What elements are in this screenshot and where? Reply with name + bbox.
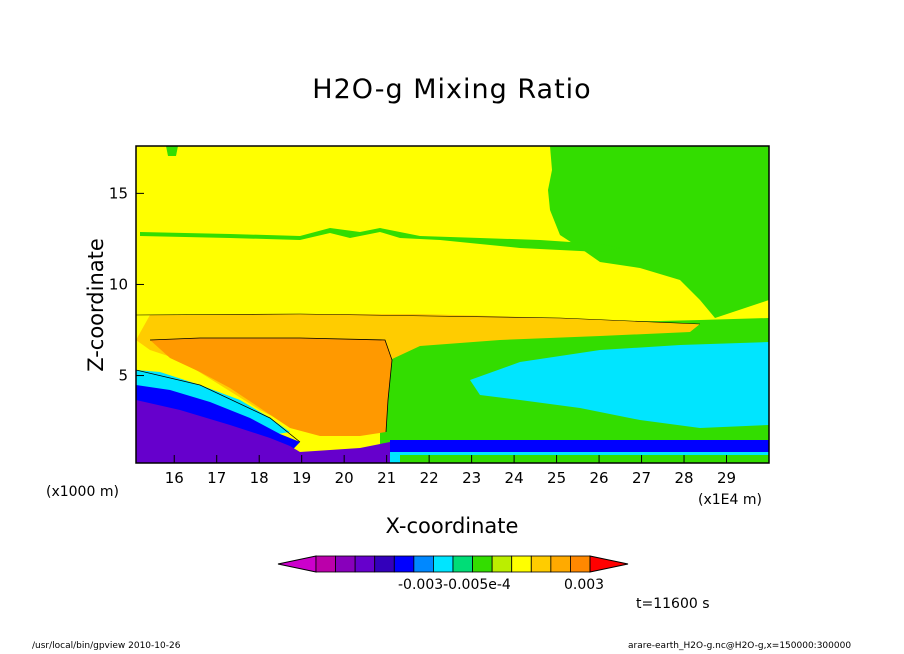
colorbar-segment	[315, 555, 336, 573]
colorbar-label-right: 0.003	[564, 577, 605, 593]
x-tick-label: 26	[590, 469, 609, 487]
colorbar-label-left: -0.003-0.005e-4	[398, 577, 511, 593]
y-tick-label: 15	[109, 184, 128, 202]
time-label: t=11600 s	[636, 596, 710, 612]
region-upper-green	[548, 146, 769, 318]
x-tick-label: 23	[462, 469, 481, 487]
colorbar-segment	[472, 555, 493, 573]
footer-right: arare-earth_H2O-g.nc@H2O-g,x=150000:3000…	[628, 641, 852, 651]
x-tick-label: 20	[335, 469, 354, 487]
axis-ticks: 16 17 18 19 20 21 22 23 24 25 26 27 28 29 5 10 15	[109, 184, 736, 487]
x-tick-label: 18	[250, 469, 269, 487]
x-tick-label: 28	[674, 469, 693, 487]
contour-line-2	[136, 369, 301, 443]
x-tick-label: 19	[292, 469, 311, 487]
colorbar-segment	[570, 555, 591, 573]
colorbar-segment	[335, 555, 356, 573]
colorbar-segment	[433, 555, 454, 573]
region-small-green	[166, 146, 178, 156]
x-tick-label: 16	[165, 469, 184, 487]
x-tick-label: 25	[547, 469, 566, 487]
y-tick-label: 5	[118, 367, 128, 385]
y-tick-label: 10	[109, 275, 128, 293]
colorbar-segment	[413, 555, 434, 573]
colorbar-segment	[452, 555, 473, 573]
colorbar-segment	[511, 555, 532, 573]
x-axis-unit: (x1E4 m)	[698, 492, 762, 508]
footer-left: /usr/local/bin/gpview 2010-10-26	[32, 641, 181, 651]
x-tick-label: 27	[632, 469, 651, 487]
x-tick-label: 24	[505, 469, 524, 487]
colorbar-segment	[393, 555, 415, 573]
region-purple-low	[136, 400, 400, 463]
x-axis-label: X-coordinate	[385, 514, 519, 538]
x-tick-label: 17	[207, 469, 226, 487]
colorbar	[277, 555, 629, 573]
colorbar-segment	[354, 555, 376, 573]
y-axis-unit: (x1000 m)	[46, 484, 119, 500]
region-bottom-blue	[390, 440, 769, 452]
region-green-band	[140, 228, 620, 252]
x-tick-label: 22	[420, 469, 439, 487]
x-tick-label: 29	[717, 469, 736, 487]
contour-line-1	[149, 337, 393, 433]
contour-line-3	[136, 313, 701, 325]
colorbar-segment	[550, 555, 571, 573]
region-dark-orange	[150, 338, 392, 436]
chart-title: H2O-g Mixing Ratio	[312, 74, 592, 105]
colorbar-segment	[530, 555, 552, 573]
x-tick-label: 21	[377, 469, 396, 487]
colorbar-right-arrow	[589, 555, 629, 573]
colorbar-segment	[491, 555, 513, 573]
colorbar-left-arrow	[277, 555, 317, 573]
colorbar-segment	[374, 555, 395, 573]
region-cyan	[470, 342, 769, 428]
plot-frame	[135, 145, 770, 464]
region-bottom-green	[400, 455, 769, 463]
